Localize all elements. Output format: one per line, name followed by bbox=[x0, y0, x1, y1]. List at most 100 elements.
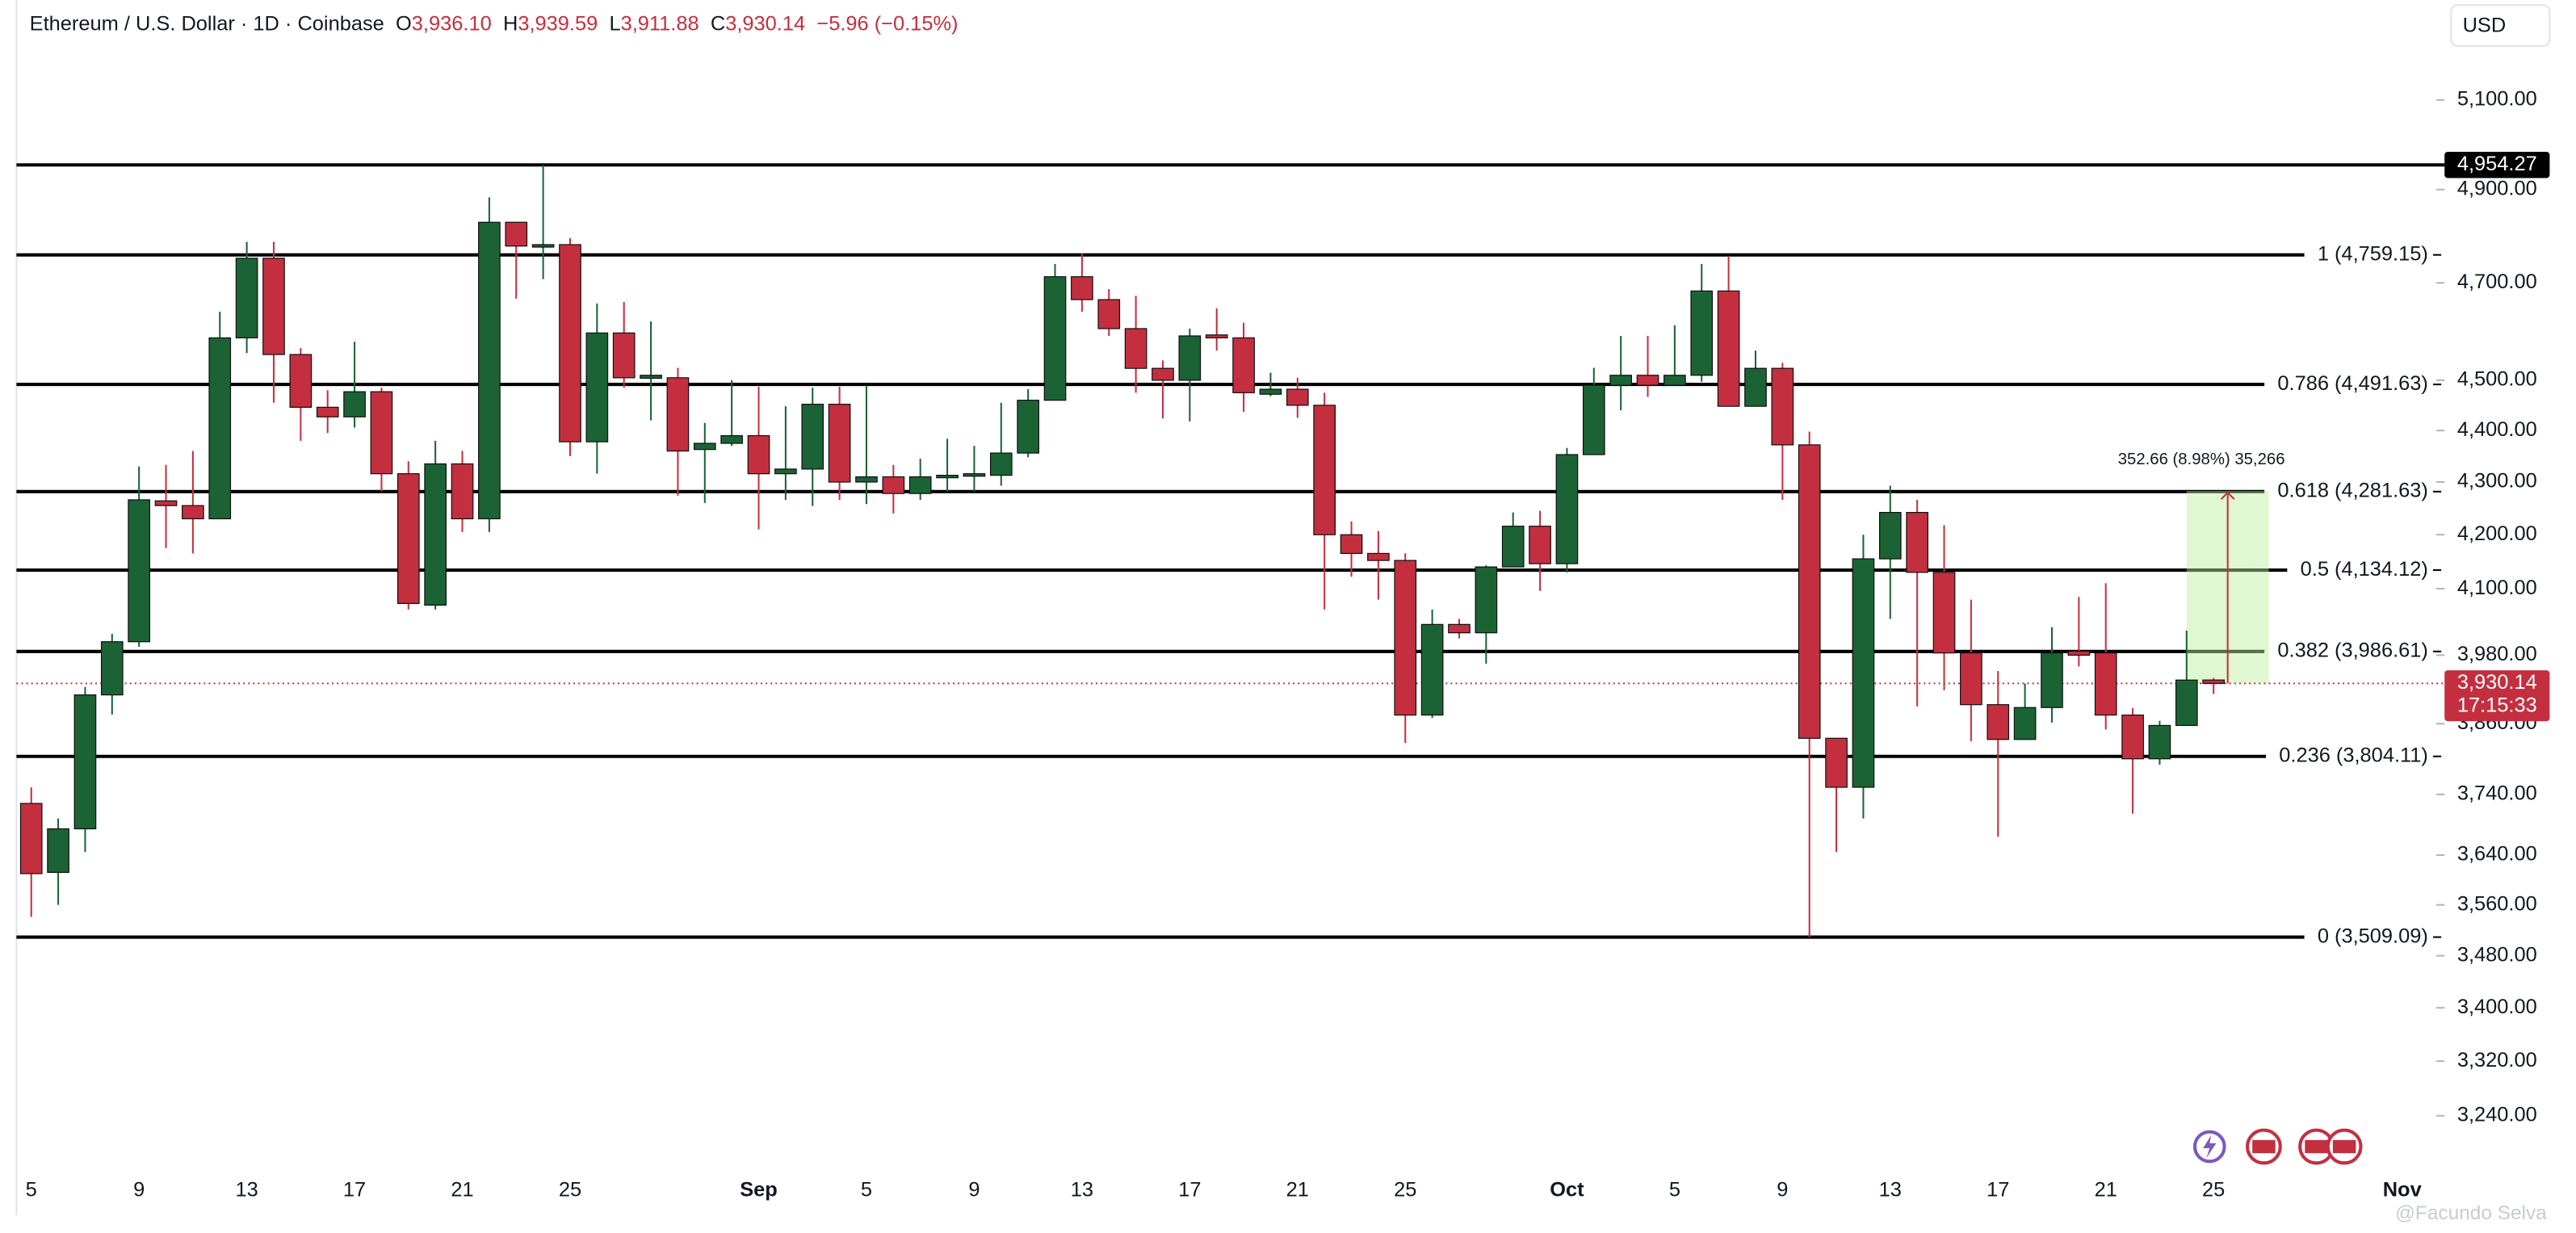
candle-body bbox=[396, 473, 420, 604]
candle-body bbox=[1582, 384, 1605, 455]
candle-body bbox=[1501, 526, 1525, 568]
x-tick-label: 9 bbox=[133, 1179, 145, 1202]
candle-body bbox=[828, 404, 851, 483]
candle-body bbox=[1313, 405, 1336, 535]
candle-body bbox=[1690, 290, 1714, 376]
candle-body bbox=[154, 500, 178, 506]
candle-body bbox=[1798, 444, 1821, 739]
candle-body bbox=[1609, 375, 1632, 386]
candle-body bbox=[235, 258, 258, 339]
candle-body bbox=[262, 258, 285, 355]
candle-body bbox=[2148, 724, 2171, 760]
candle-body bbox=[73, 694, 97, 830]
candle-body bbox=[1636, 375, 1659, 386]
x-tick-label: 25 bbox=[2202, 1179, 2225, 1202]
fib-label: 1 (4,759.15) bbox=[2318, 242, 2428, 265]
candle-body bbox=[1124, 328, 1147, 369]
candle-body bbox=[316, 406, 339, 417]
x-tick-label: 17 bbox=[343, 1179, 366, 1202]
candle-body bbox=[1017, 400, 1039, 454]
y-tick-label: 4,100.00 bbox=[2457, 577, 2537, 599]
candle-body bbox=[2202, 679, 2225, 684]
candle-body bbox=[289, 354, 313, 409]
ohlc-key: H bbox=[503, 12, 518, 35]
x-tick-label: Sep bbox=[740, 1179, 778, 1202]
candle-body bbox=[2121, 714, 2144, 760]
x-tick-label: 17 bbox=[1987, 1179, 2009, 1202]
countdown-label: 17:15:33 bbox=[2457, 694, 2537, 717]
candle-body bbox=[1448, 623, 1471, 634]
candle-body bbox=[182, 505, 204, 520]
candle-body bbox=[1394, 560, 1417, 716]
symbol: Ethereum / U.S. Dollar · 1D · Coinbase bbox=[30, 12, 384, 35]
usd-button-label[interactable]: USD bbox=[2463, 14, 2507, 36]
candle-body bbox=[1987, 704, 2010, 740]
candle-body bbox=[2094, 652, 2117, 716]
chart-header: Ethereum / U.S. Dollar · 1D · Coinbase O3… bbox=[30, 12, 959, 35]
candle-body bbox=[1663, 375, 1686, 386]
usd-button-box[interactable] bbox=[2450, 4, 2551, 47]
bottom-icons bbox=[2192, 1128, 2363, 1165]
candle-body bbox=[2013, 707, 2037, 740]
x-tick-label: 17 bbox=[1178, 1179, 1201, 1202]
candle-body bbox=[1178, 335, 1202, 381]
x-tick-label: Oct bbox=[1550, 1179, 1584, 1202]
candle-body bbox=[1960, 652, 1982, 706]
candle-body bbox=[585, 332, 609, 442]
candle-body bbox=[963, 473, 986, 477]
x-tick-label: 21 bbox=[1286, 1179, 1309, 1202]
fib-label: 0.5 (4,134.12) bbox=[2301, 558, 2428, 581]
candle-body bbox=[559, 244, 581, 442]
flag-icon-stripes bbox=[2332, 1139, 2356, 1154]
candle-body bbox=[2067, 650, 2091, 656]
candle-body bbox=[1878, 512, 1902, 560]
fib-label: 0 (3,509.09) bbox=[2318, 925, 2428, 947]
usd-button[interactable]: USD bbox=[2450, 4, 2551, 47]
fib-label: 0.382 (3,986.61) bbox=[2277, 640, 2427, 662]
y-tick-label: 3,400.00 bbox=[2457, 996, 2537, 1018]
x-tick-label: 13 bbox=[1879, 1179, 1902, 1202]
y-tick-label: 3,320.00 bbox=[2457, 1049, 2537, 1072]
candle-body bbox=[882, 476, 905, 494]
candle-body bbox=[640, 375, 662, 380]
candle-body bbox=[612, 332, 636, 379]
candle-body bbox=[1475, 566, 1498, 634]
candle-body bbox=[128, 499, 150, 643]
candle-body bbox=[666, 377, 690, 452]
y-tick-label: 4,200.00 bbox=[2457, 522, 2537, 545]
x-tick-label: 13 bbox=[235, 1179, 258, 1202]
candle-body bbox=[531, 244, 555, 248]
candle-body bbox=[1771, 367, 1794, 446]
fib-label: 0.236 (3,804.11) bbox=[2279, 744, 2428, 766]
y-tick-label: 3,480.00 bbox=[2457, 943, 2537, 966]
candle-body bbox=[1340, 534, 1363, 555]
candle-body bbox=[1555, 454, 1579, 564]
fib-label: 0.618 (4,281.63) bbox=[2277, 480, 2427, 502]
x-tick-label: Nov bbox=[2383, 1179, 2423, 1202]
flag-icon-stripes bbox=[2305, 1139, 2328, 1154]
y-tick-label: 4,300.00 bbox=[2457, 470, 2537, 493]
candle-body bbox=[1071, 276, 1093, 300]
x-tick-label: 21 bbox=[2095, 1179, 2117, 1202]
candle-body bbox=[747, 434, 770, 475]
event-icon-bolt bbox=[2203, 1134, 2217, 1159]
candle-body bbox=[1744, 367, 1767, 407]
measure-label: 352.66 (8.98%) 35,266 bbox=[2118, 451, 2285, 468]
candle-body bbox=[2041, 652, 2063, 708]
candle-body bbox=[1717, 290, 1740, 407]
candle-body bbox=[208, 337, 232, 520]
candle-body bbox=[19, 803, 43, 874]
candle-body bbox=[47, 828, 69, 874]
candle-body bbox=[1232, 337, 1255, 393]
candle-body bbox=[2175, 679, 2198, 727]
price-line-label: 4,954.27 bbox=[2457, 153, 2537, 175]
ohlc-value: 3,911.88 bbox=[621, 12, 699, 35]
last-price-box bbox=[2444, 670, 2550, 722]
candle-body bbox=[424, 463, 447, 606]
candle-body bbox=[989, 452, 1013, 476]
flag-icon-stripes bbox=[2252, 1139, 2276, 1154]
candle-body bbox=[451, 463, 474, 520]
candle-body bbox=[505, 221, 528, 247]
candle-body bbox=[343, 391, 366, 417]
